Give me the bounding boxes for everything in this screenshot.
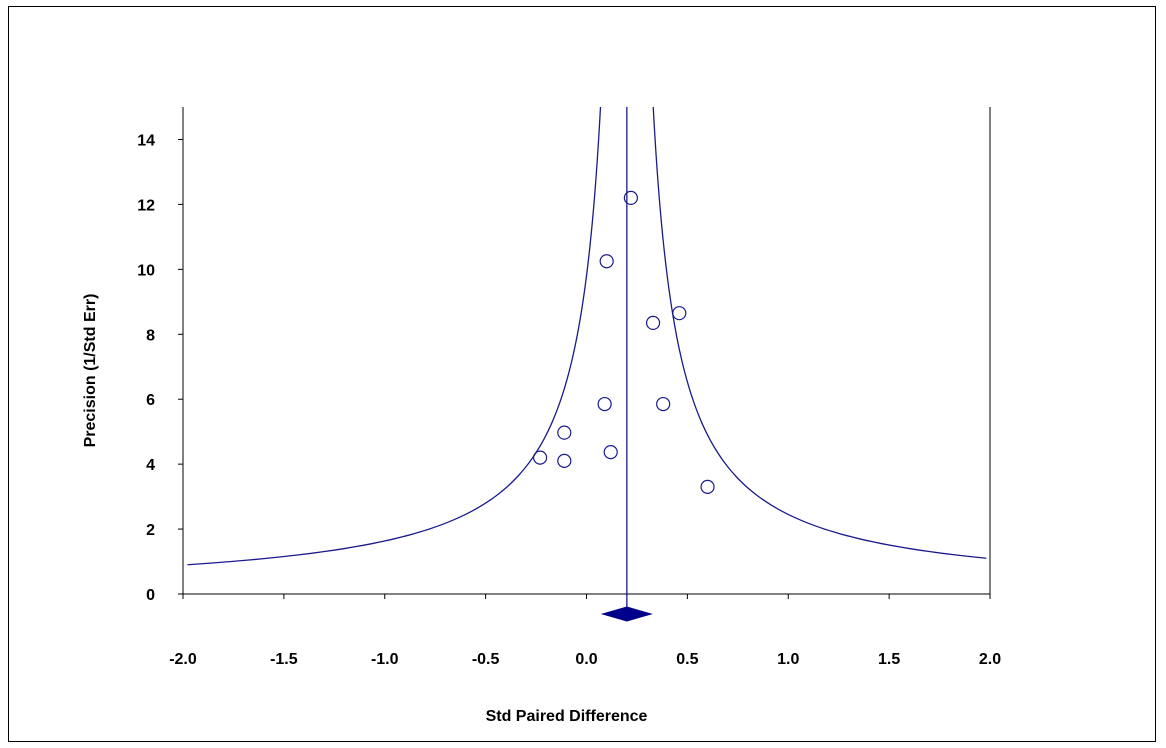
study-point <box>623 190 638 206</box>
study-point <box>656 396 671 412</box>
x-tick-label: -1.0 <box>371 651 399 668</box>
study-point <box>700 479 715 494</box>
x-tick-label: 0.5 <box>676 651 698 668</box>
funnel-right-curve <box>652 106 987 559</box>
y-tick-label: 14 <box>137 132 155 149</box>
summary-diamond <box>600 606 653 622</box>
x-tick-label: 1.5 <box>878 651 900 668</box>
axes <box>178 107 991 599</box>
x-tick-label: -1.5 <box>270 651 298 668</box>
funnel-left-curve <box>187 106 602 566</box>
y-tick-label: 4 <box>146 457 155 474</box>
x-tick-label: -2.0 <box>169 651 197 668</box>
x-tick-label: 1.0 <box>777 651 799 668</box>
study-point <box>532 450 548 465</box>
study-point <box>557 453 572 468</box>
y-tick-label: 8 <box>146 327 155 344</box>
study-point <box>599 254 614 269</box>
y-tick-label: 6 <box>146 392 155 409</box>
x-axis-title: Std Paired Difference <box>486 708 648 725</box>
tick-labels: -2.0 -1.5 -1.0 -0.5 0.0 0.5 1.0 1.5 2.0 0 2 4 6 8 10 12… <box>137 132 1001 668</box>
funnel-plot: -2.0 -1.5 -1.0 -0.5 0.0 0.5 1.0 1.5 2.0 0 2 4 6 8 10 12… <box>82 106 1001 725</box>
study-point <box>597 396 612 412</box>
study-point <box>603 445 618 460</box>
y-tick-label: 12 <box>137 197 155 214</box>
y-tick-label: 0 <box>146 587 155 604</box>
y-tick-label: 2 <box>146 522 155 539</box>
y-axis-title: Precision (1/Std Err) <box>82 294 99 448</box>
chart-frame: -2.0 -1.5 -1.0 -0.5 0.0 0.5 1.0 1.5 2.0 0 2 4 6 8 10 12… <box>8 6 1156 742</box>
funnel-lines <box>187 106 987 622</box>
study-point <box>645 315 661 331</box>
x-tick-label: -0.5 <box>472 651 500 668</box>
study-point <box>672 306 687 321</box>
y-tick-label: 10 <box>137 262 155 279</box>
x-tick-label: 2.0 <box>979 651 1001 668</box>
study-point <box>557 425 572 440</box>
data-points <box>532 190 715 494</box>
x-tick-label: 0.0 <box>575 651 597 668</box>
